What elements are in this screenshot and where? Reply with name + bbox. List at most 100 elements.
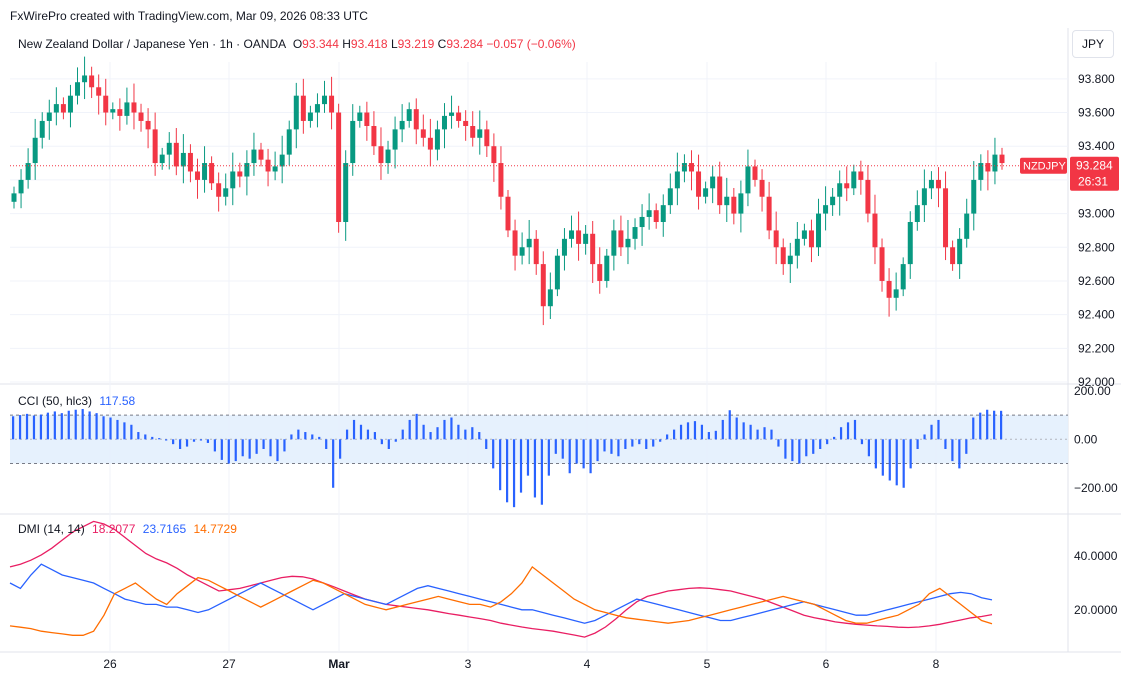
- candle-body: [703, 188, 709, 197]
- cci-bar: [798, 439, 801, 464]
- candle-body: [604, 255, 610, 281]
- candle-body: [928, 179, 934, 189]
- time-tick-label: Mar: [328, 657, 350, 671]
- candle-body: [138, 112, 144, 121]
- dmi-lines: [9, 520, 993, 638]
- cci-bar: [874, 439, 877, 469]
- cci-bar: [1000, 410, 1003, 440]
- cci-bar: [332, 439, 335, 488]
- cci-bar: [937, 419, 940, 440]
- cci-bar: [659, 439, 662, 442]
- cci-bar: [304, 432, 307, 440]
- cci-bar: [895, 439, 898, 486]
- cci-bar: [429, 432, 432, 440]
- cci-bar: [248, 439, 251, 459]
- time-tick-label: 4: [584, 657, 591, 671]
- candle-body: [420, 129, 426, 138]
- cci-bar: [749, 424, 752, 440]
- cci-bar: [130, 424, 133, 440]
- cci-bar: [916, 439, 919, 449]
- candle-body: [484, 129, 490, 147]
- time-tick-label: 6: [823, 657, 830, 671]
- candle-body: [907, 222, 913, 265]
- candle-body: [293, 95, 299, 130]
- candle-body: [900, 264, 906, 290]
- axes: 93.80093.60093.40093.20093.00092.80092.6…: [103, 72, 1119, 671]
- candle-body: [103, 95, 109, 113]
- cci-bar: [707, 432, 710, 440]
- close-value: 93.284: [446, 37, 484, 51]
- cci-bar: [199, 439, 203, 441]
- candle-body: [625, 238, 631, 248]
- candle-body: [971, 179, 977, 214]
- symbol-name: New Zealand Dollar / Japanese Yen · 1h ·…: [18, 37, 286, 51]
- cci-bar: [213, 439, 216, 452]
- cci-bar: [993, 410, 996, 440]
- cci-bar: [624, 439, 627, 449]
- cci-bar: [464, 429, 467, 440]
- candle-body: [886, 280, 892, 298]
- cci-bar: [846, 422, 850, 440]
- candle-body: [399, 120, 405, 130]
- di-minus-value: 14.7729: [193, 522, 237, 536]
- candle-body: [237, 171, 243, 177]
- cci-bar: [95, 413, 98, 440]
- cci-bar: [860, 439, 864, 445]
- cci-bar: [67, 410, 70, 440]
- candle-body: [950, 247, 956, 265]
- cci-bar: [485, 439, 488, 449]
- cci-bar: [958, 439, 961, 469]
- price-tag: [1070, 156, 1119, 191]
- cci-bar: [951, 439, 954, 462]
- cci-bar: [158, 438, 161, 440]
- change-value: −0.057 (−0.06%): [486, 37, 576, 51]
- cci-bar: [972, 417, 975, 440]
- cci-bar: [102, 416, 105, 440]
- cci-bar: [805, 439, 808, 457]
- cci-bar: [262, 439, 265, 449]
- cci-bar: [144, 434, 147, 440]
- cci-bar: [422, 424, 425, 440]
- price-tick-label: 92.000: [1078, 375, 1115, 389]
- candle-body: [660, 205, 666, 222]
- candle-body: [223, 188, 229, 197]
- cci-bar: [39, 414, 43, 440]
- time-tick-label: 8: [933, 657, 940, 671]
- cci-bar: [345, 429, 349, 440]
- cci-bar: [547, 439, 550, 476]
- cci-bar: [283, 439, 286, 452]
- candle-body: [858, 171, 864, 180]
- candle-body: [752, 166, 758, 180]
- cci-bar: [784, 439, 787, 459]
- cci-bar: [506, 439, 509, 503]
- candle-body: [364, 112, 370, 126]
- price-tick-label: 92.400: [1078, 308, 1115, 322]
- candle-body: [505, 196, 511, 231]
- candle-body: [463, 120, 469, 126]
- candle-body: [194, 171, 200, 180]
- cci-bar: [735, 417, 738, 440]
- price-tick-label: 93.600: [1078, 106, 1115, 120]
- candle-body: [978, 163, 984, 180]
- candle-body: [60, 104, 66, 113]
- candle-body: [879, 247, 885, 281]
- candle-body: [893, 289, 899, 298]
- time-tick-label: 27: [222, 657, 236, 671]
- candle-body: [717, 176, 723, 206]
- cci-bar: [812, 439, 815, 454]
- time-tick-label: 26: [103, 657, 117, 671]
- candle-body: [46, 112, 52, 121]
- cci-bar: [839, 427, 843, 440]
- cci-bar: [185, 439, 189, 447]
- cci-bar: [290, 434, 293, 440]
- cci-bar: [116, 419, 119, 440]
- currency-button[interactable]: JPY: [1072, 30, 1114, 58]
- cci-bar: [109, 417, 112, 440]
- candle-body: [89, 75, 95, 88]
- candle-body: [667, 188, 673, 206]
- candle-body: [561, 238, 567, 256]
- candle-body: [371, 126, 377, 147]
- candle-body: [427, 137, 433, 150]
- cci-bar: [401, 429, 404, 440]
